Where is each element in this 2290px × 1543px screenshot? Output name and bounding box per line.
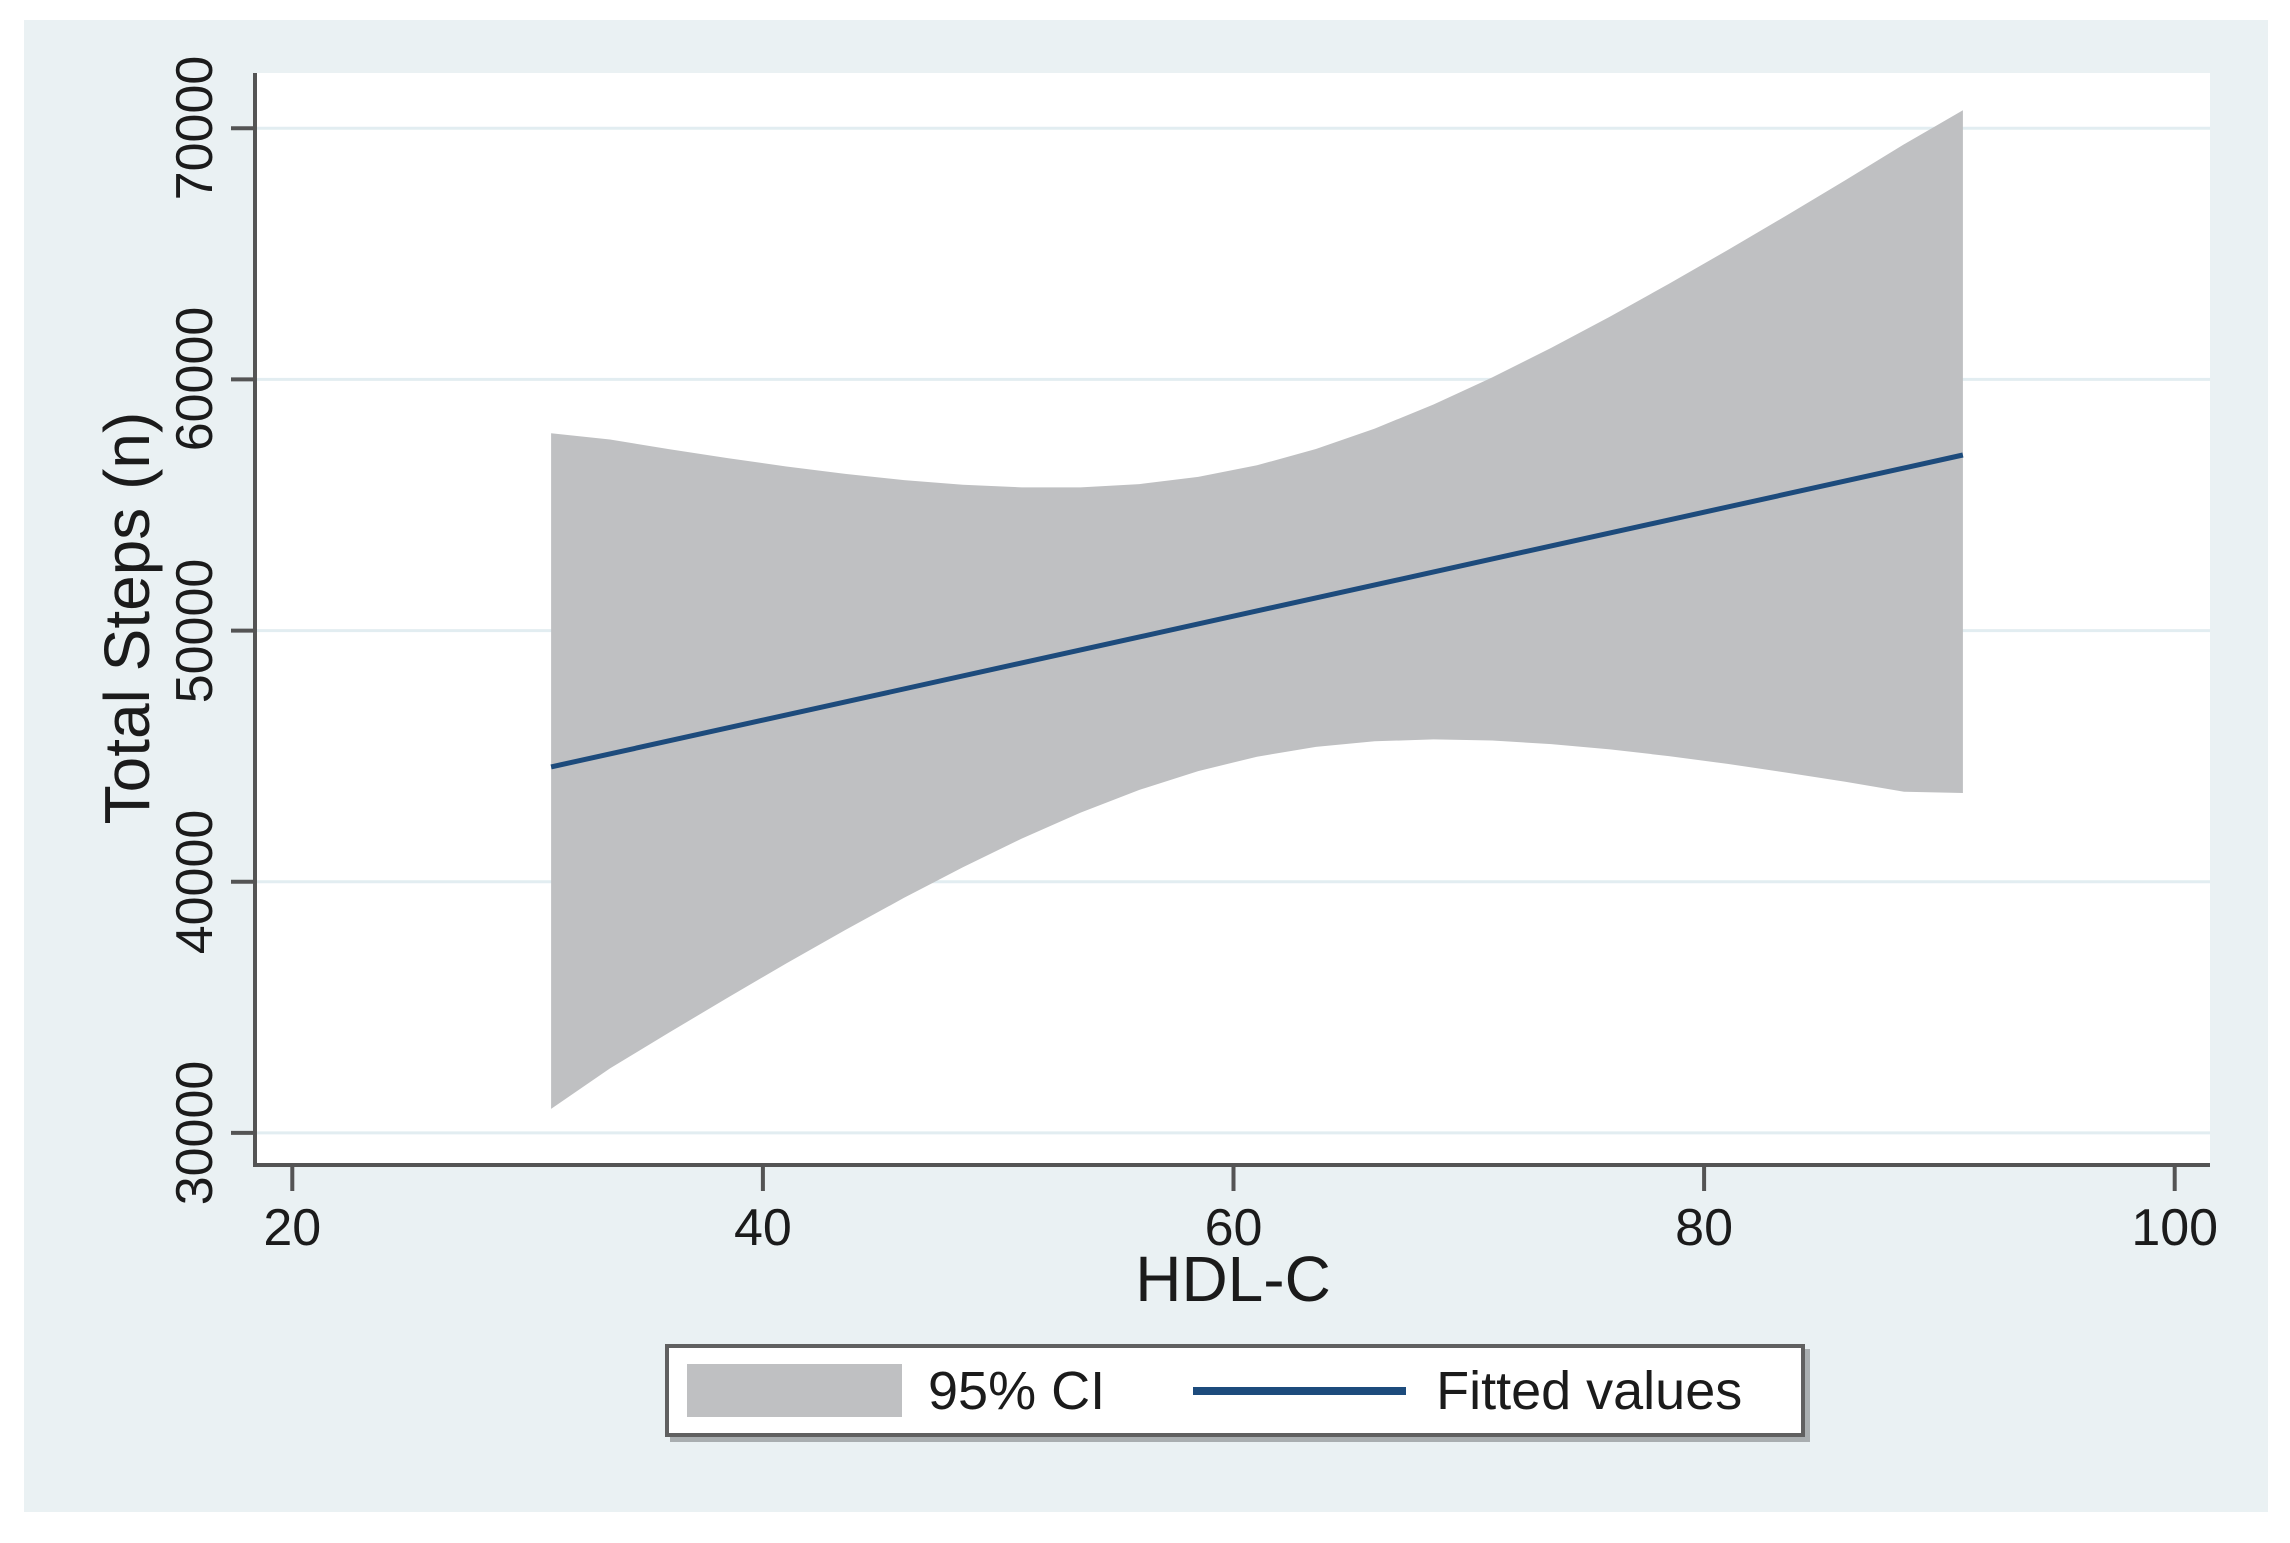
x-tick-label: 60	[1204, 1199, 1263, 1257]
x-tick-label: 80	[1675, 1199, 1734, 1257]
legend: 95% CI Fitted values	[665, 1344, 1805, 1437]
fitted-line	[550, 452, 1964, 770]
x-tick-label: 20	[263, 1199, 322, 1257]
ci-band-swatch	[687, 1364, 902, 1417]
y-tick-label: 70000	[166, 55, 224, 201]
y-tick-label: 60000	[166, 307, 224, 452]
fitted-line-key	[1193, 1386, 1407, 1395]
x-tick-label: 40	[733, 1199, 792, 1257]
legend-ci-label: 95% CI	[928, 1360, 1106, 1421]
x-tick-label: 100	[2131, 1199, 2219, 1257]
y-tick-label: 30000	[166, 1060, 224, 1206]
x-axis-title: HDL-C	[1135, 1243, 1331, 1315]
y-tick-label: 40000	[166, 809, 224, 955]
legend-fitted-label: Fitted values	[1436, 1360, 1743, 1421]
y-axis-title: Total Steps (n)	[91, 411, 163, 825]
y-tick-label: 50000	[166, 558, 224, 703]
